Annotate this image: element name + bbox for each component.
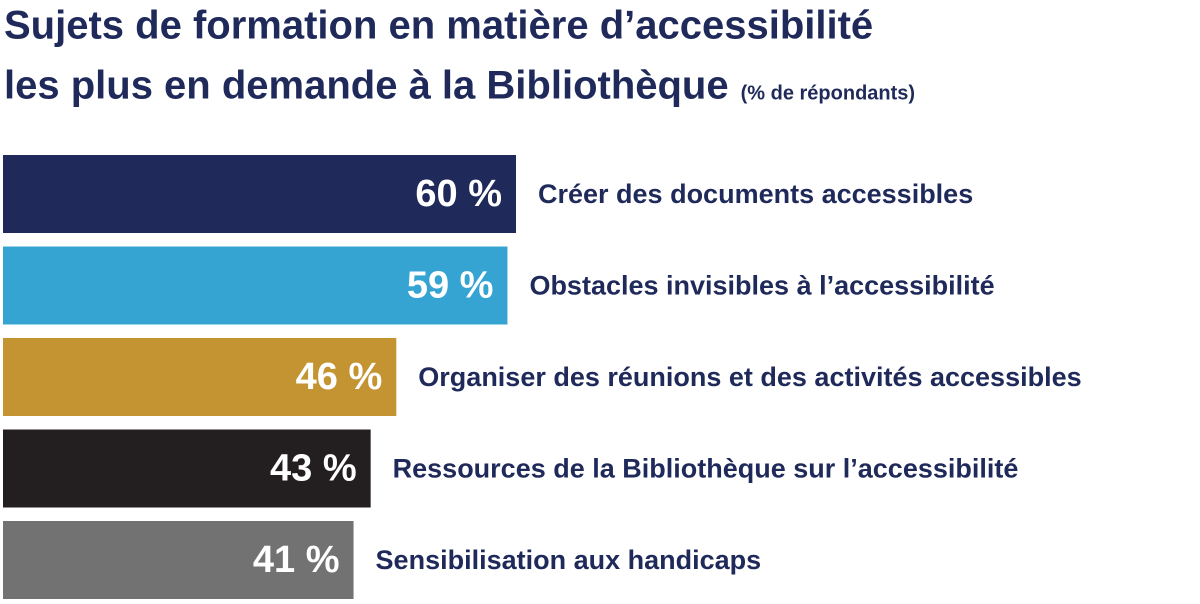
category-label: Obstacles invisibles à l’accessibilité bbox=[529, 271, 994, 301]
category-label: Organiser des réunions et des activités … bbox=[418, 362, 1081, 392]
value-label: 41 % bbox=[253, 539, 340, 581]
bar bbox=[3, 338, 397, 416]
chart-subtitle: (% de répondants) bbox=[741, 82, 915, 104]
bar bbox=[3, 521, 354, 599]
chart-title: Sujets de formation en matière d’accessi… bbox=[4, 4, 873, 48]
chart-title: les plus en demande à la Bibliothèque bbox=[4, 64, 729, 108]
category-label: Ressources de la Bibliothèque sur l’acce… bbox=[393, 454, 1019, 484]
value-label: 46 % bbox=[296, 356, 383, 398]
value-label: 59 % bbox=[407, 265, 494, 307]
bar bbox=[3, 155, 516, 233]
value-label: 43 % bbox=[270, 448, 357, 490]
category-label: Créer des documents accessibles bbox=[538, 179, 973, 209]
value-label: 60 % bbox=[415, 173, 502, 215]
bar bbox=[3, 246, 508, 325]
bar bbox=[3, 429, 371, 508]
category-label: Sensibilisation aux handicaps bbox=[376, 545, 762, 575]
